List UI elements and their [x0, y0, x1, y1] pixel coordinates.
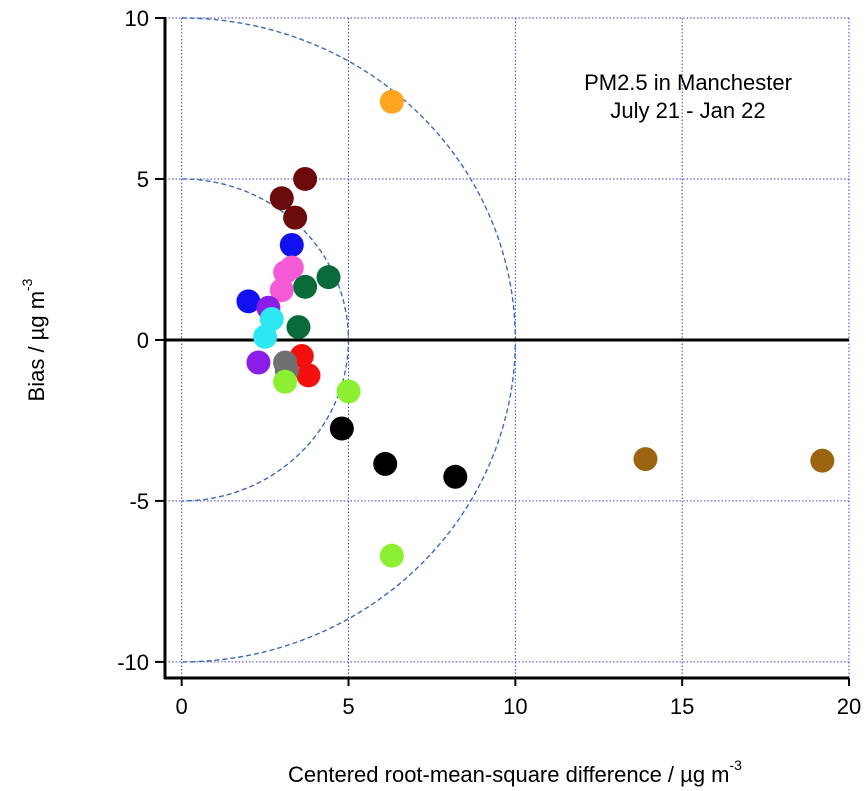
- data-point: [279, 232, 304, 257]
- x-tick-label: 20: [837, 694, 861, 719]
- data-point: [253, 324, 278, 349]
- x-tick-label: 10: [503, 694, 527, 719]
- y-tick-label: 10: [125, 6, 149, 31]
- data-point: [443, 464, 468, 489]
- y-tick-label: 0: [137, 328, 149, 353]
- y-axis-label: Bias / µg m-3: [19, 278, 49, 401]
- data-point: [336, 379, 361, 404]
- x-tick-label: 15: [670, 694, 694, 719]
- data-point: [810, 448, 835, 473]
- y-tick-label: 5: [137, 167, 149, 192]
- data-point: [269, 186, 294, 211]
- data-point: [283, 205, 308, 230]
- data-point: [286, 315, 311, 340]
- data-point: [273, 369, 298, 394]
- data-point: [293, 274, 318, 299]
- data-points: [236, 89, 835, 568]
- chart-title-line: PM2.5 in Manchester: [584, 70, 792, 95]
- x-tick-label: 5: [342, 694, 354, 719]
- labels: 0 5 10 15 20 -10 -5 0 5 10 Centered root-mean-squa…: [19, 6, 861, 787]
- data-point: [316, 265, 341, 290]
- y-tick-label: -10: [117, 650, 149, 675]
- data-point: [373, 451, 398, 476]
- data-point: [633, 447, 658, 472]
- y-tick-label: -5: [129, 489, 149, 514]
- axes: [155, 17, 850, 686]
- data-point: [236, 289, 261, 314]
- chart-title-line: July 21 - Jan 22: [610, 98, 765, 123]
- x-axis-label: Centered root-mean-square difference / µ…: [288, 757, 742, 787]
- data-point: [273, 260, 298, 285]
- data-point: [329, 416, 354, 441]
- data-point: [379, 89, 404, 114]
- x-tick-label: 0: [176, 694, 188, 719]
- data-point: [293, 166, 318, 191]
- data-point: [296, 363, 321, 388]
- data-point: [379, 543, 404, 568]
- data-point: [246, 350, 271, 375]
- data-point: [269, 278, 294, 303]
